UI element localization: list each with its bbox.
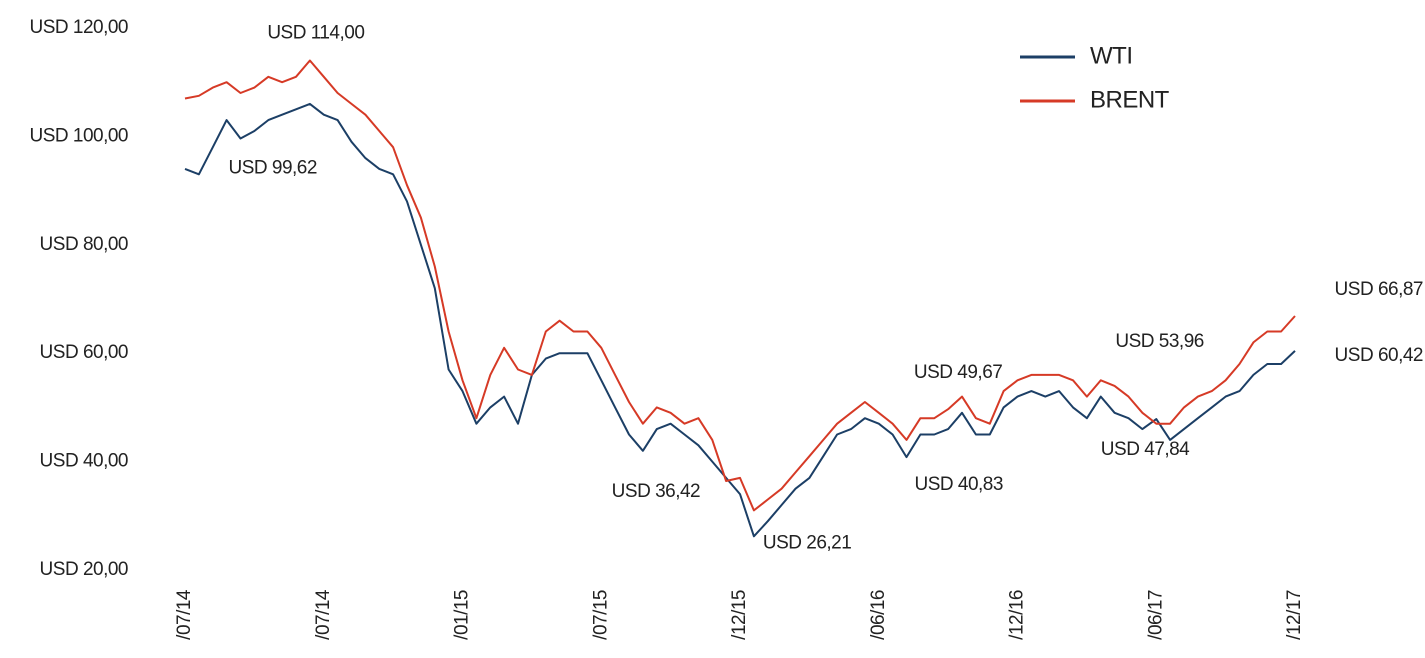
data-label: USD 36,42 [612,481,700,502]
y-tick-label: USD 60,00 [40,342,128,363]
x-tick-label: /06/17 [1145,590,1166,640]
legend-label: BRENT [1090,86,1170,113]
data-label: USD 66,87 [1335,279,1423,300]
y-tick-label: USD 100,00 [29,125,128,146]
series-line [184,102,1296,538]
x-tick-label: /12/16 [1007,590,1028,640]
x-tick-label: /01/15 [452,590,473,640]
data-label: USD 60,42 [1335,345,1423,366]
y-tick-label: USD 120,00 [29,17,128,38]
data-label: USD 47,84 [1101,439,1190,460]
x-tick-label: /06/16 [868,590,889,640]
y-tick-label: USD 80,00 [40,234,128,255]
data-label: USD 26,21 [763,532,851,553]
x-tick-label: /12/17 [1284,590,1305,640]
y-tick-label: USD 40,00 [40,451,128,472]
x-tick-label: /07/14 [174,589,195,640]
data-label: USD 40,83 [915,474,1003,495]
series-line [184,59,1296,512]
data-label: USD 53,96 [1115,331,1203,352]
x-tick-label: /12/15 [729,590,750,640]
y-tick-label: USD 20,00 [40,559,128,580]
data-label: USD 49,67 [914,362,1002,383]
x-tick-label: /07/15 [590,590,611,640]
data-label: USD 99,62 [229,157,317,178]
legend-label: WTI [1090,42,1132,69]
data-label: USD 114,00 [267,23,364,44]
x-tick-label: /07/14 [313,589,334,640]
